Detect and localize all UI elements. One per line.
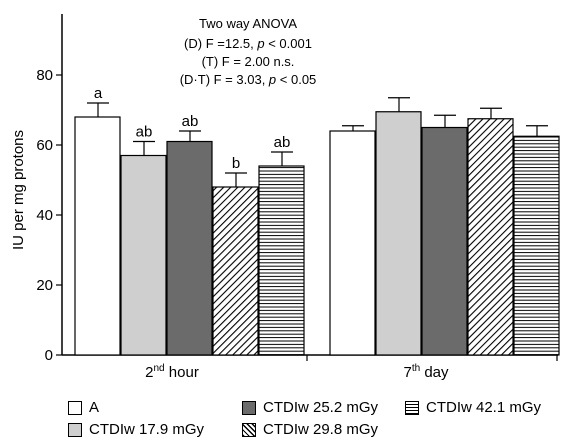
anova-line: (T) F = 2.00 n.s. [202, 54, 295, 69]
bar [329, 130, 376, 356]
anova-line: (D·T) F = 3.03, p < 0.05 [180, 72, 317, 87]
significance-letter: ab [136, 124, 153, 141]
y-tick-label: 60 [36, 137, 53, 154]
anova-line: (D) F =12.5, p < 0.001 [184, 36, 312, 51]
bar [74, 116, 121, 356]
bar [120, 154, 167, 356]
significance-letter: b [232, 155, 240, 172]
x-tick-label: 7th day [403, 363, 449, 381]
y-tick-label: 20 [36, 277, 53, 294]
significance-letter: ab [274, 134, 291, 151]
y-tick-label: 80 [36, 67, 53, 84]
significance-letter: ab [182, 113, 199, 130]
x-tick-label: 2nd hour [145, 363, 199, 381]
anova-title: Two way ANOVA [199, 16, 297, 31]
bar [421, 126, 468, 356]
y-tick-label: 0 [45, 347, 53, 364]
bar [166, 140, 213, 356]
bar [258, 165, 305, 356]
bar [212, 186, 259, 356]
bar [375, 111, 422, 356]
y-axis-label: IU per mg protons [10, 130, 27, 250]
y-tick-label: 40 [36, 207, 53, 224]
significance-letter: a [94, 85, 103, 102]
bar [513, 135, 560, 356]
bar [467, 118, 514, 356]
